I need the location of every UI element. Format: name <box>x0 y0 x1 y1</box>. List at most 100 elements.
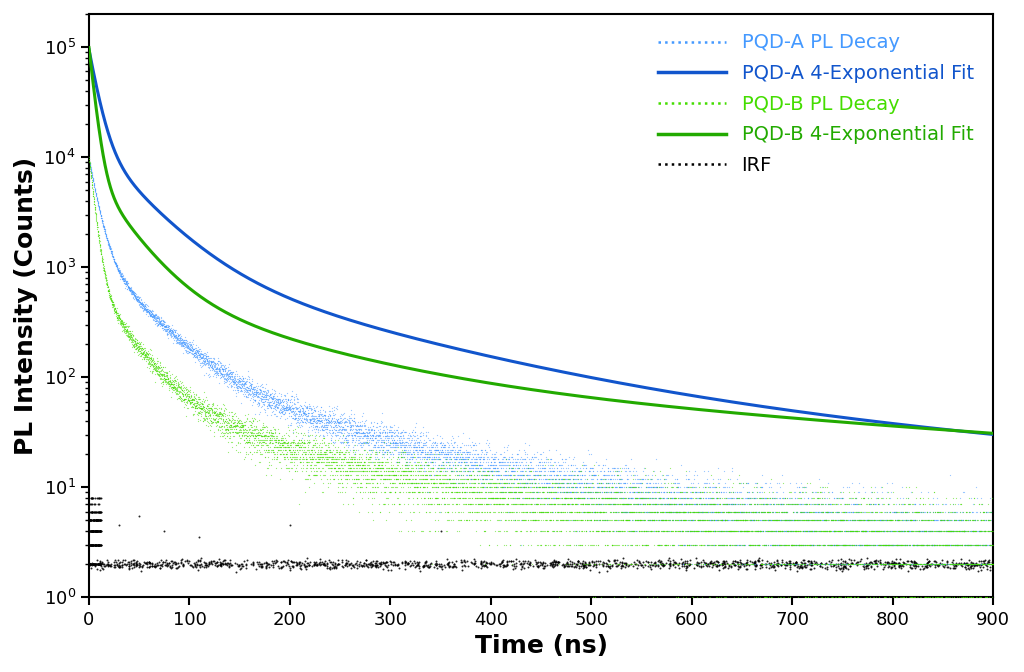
Point <box>396 444 413 455</box>
Point <box>627 493 643 503</box>
Point <box>531 506 548 517</box>
Point <box>794 592 810 603</box>
Point <box>614 482 631 493</box>
Point <box>694 554 711 565</box>
Point <box>620 526 636 536</box>
Point <box>733 559 750 570</box>
Point <box>628 493 644 503</box>
Point <box>512 526 528 536</box>
Point <box>975 559 991 570</box>
Point <box>887 506 903 517</box>
Point <box>978 559 994 570</box>
Point <box>92 559 109 570</box>
Point <box>461 515 477 526</box>
Point <box>580 506 596 517</box>
Point <box>963 561 979 572</box>
Point <box>882 506 898 517</box>
Point <box>89 493 105 503</box>
Point <box>859 515 876 526</box>
Point <box>842 526 858 536</box>
Point <box>175 337 191 348</box>
Point <box>834 540 850 550</box>
Point <box>600 540 616 550</box>
Point <box>342 558 358 569</box>
Point <box>195 349 211 360</box>
Point <box>261 428 278 439</box>
Point <box>497 540 513 550</box>
Point <box>745 499 762 510</box>
Point <box>877 515 893 526</box>
Point <box>543 454 559 464</box>
Point <box>91 203 108 214</box>
Point <box>586 493 602 503</box>
Point <box>351 417 368 427</box>
Point <box>800 540 816 550</box>
Point <box>465 506 481 517</box>
Point <box>777 506 794 517</box>
Point <box>225 415 242 425</box>
Point <box>127 292 143 303</box>
Point <box>86 179 102 190</box>
Point <box>424 477 440 488</box>
Point <box>436 469 453 480</box>
Point <box>937 526 953 536</box>
Point <box>957 515 974 526</box>
Point <box>84 540 100 550</box>
Point <box>141 347 158 358</box>
Point <box>227 376 244 386</box>
Point <box>956 540 973 550</box>
Point <box>867 540 884 550</box>
Point <box>843 493 859 503</box>
Point <box>495 493 511 503</box>
Point <box>255 394 271 405</box>
Point <box>739 526 756 536</box>
Point <box>596 558 612 569</box>
Point <box>639 506 655 517</box>
Point <box>161 378 177 388</box>
Point <box>323 434 339 445</box>
Point <box>920 540 936 550</box>
Point <box>499 482 515 493</box>
Point <box>426 473 442 484</box>
Point <box>912 506 929 517</box>
Point <box>266 397 283 408</box>
Point <box>811 540 827 550</box>
Point <box>812 487 828 498</box>
Point <box>439 462 456 473</box>
Point <box>877 506 893 517</box>
Point <box>208 417 224 427</box>
Point <box>615 559 632 570</box>
Point <box>616 506 633 517</box>
Point <box>255 397 271 408</box>
Point <box>762 499 778 510</box>
Point <box>687 540 703 550</box>
Point <box>664 506 680 517</box>
Point <box>89 194 105 204</box>
Point <box>877 592 893 603</box>
Point <box>614 526 631 536</box>
Point <box>450 456 466 467</box>
Point <box>385 473 401 484</box>
Point <box>330 558 346 569</box>
Point <box>861 515 878 526</box>
Point <box>349 421 366 431</box>
Point <box>317 413 334 424</box>
Point <box>592 506 608 517</box>
Point <box>966 560 982 571</box>
Point <box>696 499 713 510</box>
Point <box>598 469 614 480</box>
Point <box>924 592 940 603</box>
Point <box>892 559 908 570</box>
Point <box>269 434 286 445</box>
Point <box>497 466 513 476</box>
Point <box>427 436 443 447</box>
Point <box>83 177 99 187</box>
Point <box>285 425 301 435</box>
Point <box>121 285 137 296</box>
Point <box>670 506 686 517</box>
Point <box>532 506 549 517</box>
Point <box>402 454 419 464</box>
Point <box>867 554 884 565</box>
Point <box>939 561 955 572</box>
Point <box>463 460 479 470</box>
